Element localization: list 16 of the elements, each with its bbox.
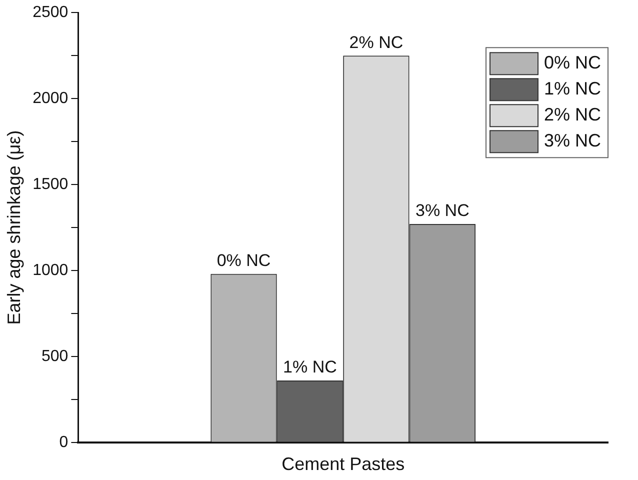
text: 2% NC bbox=[349, 32, 404, 52]
y-axis-title: Early age shrinkage (με) bbox=[4, 130, 24, 325]
y-tick-label: 2000 bbox=[32, 90, 68, 107]
text: 0% NC bbox=[216, 251, 271, 270]
x-axis-title: Cement Pastes bbox=[282, 454, 405, 474]
text: 1% NC bbox=[283, 358, 337, 377]
y-tick-label: 0 bbox=[59, 434, 68, 451]
text: 3% NC bbox=[416, 201, 470, 220]
y-tick-label: 500 bbox=[41, 348, 68, 365]
legend-label: 3% NC bbox=[544, 130, 602, 151]
y-tick-label: 2500 bbox=[32, 4, 68, 22]
legend-label: 0% NC bbox=[544, 52, 602, 73]
y-tick-label: 1000 bbox=[32, 262, 68, 279]
y-tick-label: 1500 bbox=[32, 176, 68, 193]
legend-label: 2% NC bbox=[544, 104, 602, 125]
legend-label: 1% NC bbox=[544, 78, 602, 99]
